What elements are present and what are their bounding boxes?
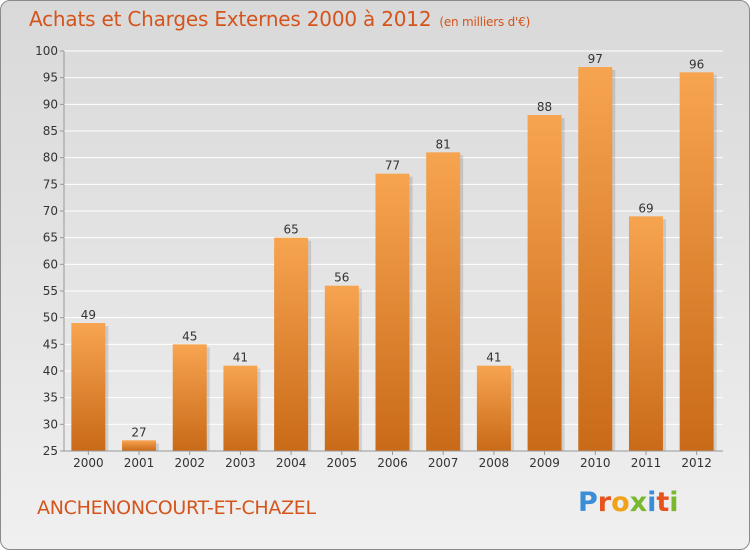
bar-value-label: 49 [81, 308, 96, 322]
bar-value-label: 88 [537, 100, 552, 114]
logo-letter: i [669, 487, 679, 518]
bar [527, 115, 562, 451]
bar [679, 72, 714, 451]
chart-title-text: Achats et Charges Externes 2000 à 2012 [29, 7, 432, 31]
x-tick-label: 2010 [580, 456, 611, 470]
bar-value-label: 65 [283, 223, 298, 237]
bar [578, 67, 613, 451]
bar [324, 285, 359, 451]
bar-value-label: 77 [385, 159, 400, 173]
bar-value-label: 96 [689, 57, 704, 71]
y-tick-label: 55 [43, 284, 58, 298]
bar-value-label: 27 [131, 425, 146, 439]
chart-title: Achats et Charges Externes 2000 à 2012 (e… [29, 7, 530, 31]
y-tick-label: 65 [43, 231, 58, 245]
x-tick-label: 2001 [124, 456, 155, 470]
y-tick-label: 95 [43, 71, 58, 85]
x-tick-label: 2004 [276, 456, 307, 470]
logo-letter: i [647, 487, 657, 518]
y-tick-label: 35 [43, 391, 58, 405]
logo-letter: o [611, 487, 630, 518]
x-tick-label: 2009 [529, 456, 560, 470]
x-tick-label: 2003 [225, 456, 256, 470]
y-axis: 25 30 35 40 45 50 55 60 65 70 75 80 85 90 95 100 [35, 44, 65, 458]
bar [71, 323, 106, 451]
bar [122, 440, 157, 451]
x-axis: 2000 2001 2002 2003 2004 2005 2006 2007 2008 2009… [64, 450, 723, 470]
x-tick-label: 2007 [428, 456, 459, 470]
city-name: ANCHENONCOURT-ET-CHAZEL [37, 497, 316, 519]
x-tick-label: 2006 [377, 456, 408, 470]
bar-value-label: 41 [233, 351, 248, 365]
y-tick-label: 85 [43, 124, 58, 138]
bar [375, 173, 410, 451]
logo-letter: r [597, 487, 612, 518]
bar [274, 237, 309, 451]
logo-letter: x [629, 487, 648, 518]
y-tick-label: 80 [43, 151, 58, 165]
y-tick-label: 70 [43, 204, 58, 218]
x-tick-label: 2000 [73, 456, 104, 470]
y-tick-label: 90 [43, 97, 58, 111]
y-tick-label: 30 [43, 417, 58, 431]
bar [172, 344, 207, 451]
x-tick-label: 2008 [479, 456, 510, 470]
y-tick-label: 60 [43, 257, 58, 271]
logo-letter: t [656, 487, 670, 518]
bar-value-label: 69 [638, 201, 653, 215]
x-tick-label: 2011 [631, 456, 662, 470]
bar-value-label: 41 [486, 351, 501, 365]
proxiti-logo: Proxiti [578, 487, 679, 518]
logo-letter: P [578, 487, 598, 518]
y-tick-label: 75 [43, 177, 58, 191]
y-tick-label: 40 [43, 364, 58, 378]
bar-value-label: 81 [436, 137, 451, 151]
bar [426, 152, 461, 452]
bar [223, 365, 258, 451]
bar [628, 216, 663, 451]
x-tick-label: 2012 [681, 456, 712, 470]
bar-value-label: 97 [588, 52, 603, 66]
bar-value-label: 45 [182, 329, 197, 343]
y-tick-label: 100 [35, 44, 58, 58]
bars: 49 27 45 41 65 56 77 81 41 88 97 69 96 [71, 52, 717, 452]
x-tick-label: 2002 [174, 456, 205, 470]
y-tick-label: 50 [43, 311, 58, 325]
bar-value-label: 56 [334, 271, 349, 285]
bar [476, 365, 511, 451]
chart-unit: (en milliers d'€) [439, 15, 531, 29]
y-tick-label: 45 [43, 337, 58, 351]
y-tick-label: 25 [43, 444, 58, 458]
x-tick-label: 2005 [327, 456, 358, 470]
